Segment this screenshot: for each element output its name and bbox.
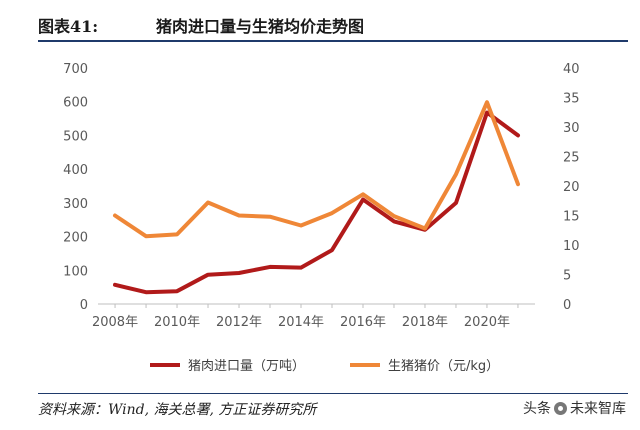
y-left-tick-label: 300 xyxy=(63,197,88,212)
figure-number: 图表41: xyxy=(38,17,99,36)
x-tick-label: 2012年 xyxy=(216,315,262,330)
x-tick-label: 2016年 xyxy=(340,315,386,330)
source-note: 资料来源：Wind, 海关总署, 方正证券研究所 xyxy=(38,402,317,418)
y-left-tick-label: 400 xyxy=(63,163,88,178)
x-tick-label: 2010年 xyxy=(154,315,200,330)
watermark-logo-icon xyxy=(554,401,567,415)
y-left-tick-label: 700 xyxy=(63,62,88,77)
y-right-tick-label: 5 xyxy=(563,269,571,284)
x-tick-label: 2008年 xyxy=(92,315,138,330)
y-right-tick-label: 30 xyxy=(563,121,580,136)
y-right-tick-label: 0 xyxy=(563,298,571,313)
y-left-tick-label: 500 xyxy=(63,129,88,144)
footer-rule xyxy=(38,393,628,394)
y-left-tick-label: 200 xyxy=(63,231,88,246)
x-tick-label: 2020年 xyxy=(464,315,510,330)
header-rule xyxy=(38,40,628,42)
y-left-tick-label: 600 xyxy=(63,96,88,111)
watermark-text-a: 头条 xyxy=(523,401,551,417)
watermark-text-b: 未来智库 xyxy=(570,401,626,417)
chart: 2008年 2010年 2012年 2014年 2016年 2018年 2020年01002… xyxy=(63,62,580,374)
series-line-1 xyxy=(113,110,520,295)
y-left-tick-label: 100 xyxy=(63,264,88,279)
figure-title: 猪肉进口量与生猪均价走势图 xyxy=(156,17,365,36)
y-right-tick-label: 10 xyxy=(563,239,580,254)
figure-header: 图表41: 猪肉进口量与生猪均价走势图 xyxy=(38,12,628,38)
y-left-tick-label: 0 xyxy=(80,298,88,313)
y-right-tick-label: 40 xyxy=(563,62,580,77)
y-right-tick-label: 20 xyxy=(563,180,580,195)
y-right-tick-label: 15 xyxy=(563,210,580,225)
y-right-tick-label: 25 xyxy=(563,151,580,166)
x-tick-label: 2014年 xyxy=(278,315,324,330)
y-right-tick-label: 35 xyxy=(563,92,580,107)
series-line-2 xyxy=(113,100,520,239)
x-tick-label: 2018年 xyxy=(402,315,448,330)
legend-label-2: 生猪猪价（元/kg） xyxy=(388,359,499,374)
watermark: 头条 未来智库 xyxy=(523,398,626,418)
legend-label-1: 猪肉进口量（万吨） xyxy=(188,359,305,374)
